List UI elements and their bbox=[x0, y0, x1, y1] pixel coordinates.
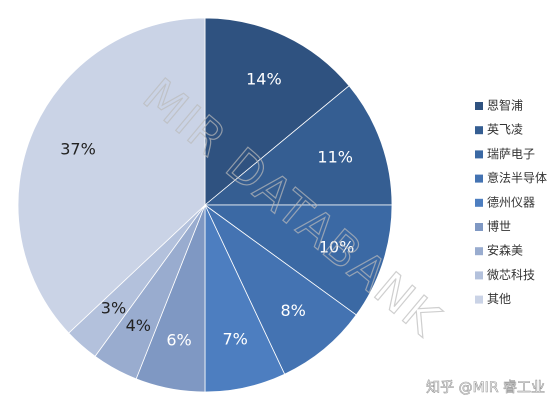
legend-swatch bbox=[475, 271, 483, 280]
legend-label: 安森美 bbox=[487, 243, 523, 258]
data-label: 4% bbox=[126, 316, 151, 335]
legend-label: 其他 bbox=[487, 292, 511, 306]
legend-label: 德州仪器 bbox=[487, 194, 535, 209]
legend-label: 博世 bbox=[487, 219, 511, 234]
pie-slice bbox=[204, 17, 350, 206]
data-label: 6% bbox=[166, 330, 191, 349]
legend-swatch bbox=[475, 247, 483, 256]
data-label: 7% bbox=[222, 330, 247, 349]
pie-slice bbox=[204, 204, 357, 375]
pie-slice bbox=[203, 85, 393, 206]
legend-swatch bbox=[475, 126, 483, 135]
data-label: 3% bbox=[101, 298, 126, 317]
pie-slice bbox=[203, 204, 393, 316]
legend-swatch bbox=[475, 174, 483, 183]
legend-swatch bbox=[475, 198, 483, 207]
legend-swatch bbox=[475, 223, 483, 231]
credit: 知乎 @MIR 睿工业 bbox=[426, 379, 545, 396]
legend-label: 英飞凌 bbox=[487, 123, 523, 137]
legend-label: 瑞萨电子 bbox=[487, 147, 535, 161]
legend-swatch bbox=[475, 102, 483, 110]
legend-label: 意法半导体 bbox=[487, 170, 547, 185]
data-label: 14% bbox=[246, 69, 282, 88]
data-label: 10% bbox=[319, 237, 355, 256]
data-label: 8% bbox=[281, 301, 306, 320]
legend-label: 恩智浦 bbox=[487, 98, 523, 113]
pie-slice bbox=[17, 17, 206, 334]
legend-swatch bbox=[475, 295, 483, 304]
data-label: 37% bbox=[60, 140, 96, 159]
legend-label: 微芯科技 bbox=[487, 268, 535, 282]
data-label: 11% bbox=[317, 148, 353, 167]
legend-swatch bbox=[475, 150, 483, 159]
